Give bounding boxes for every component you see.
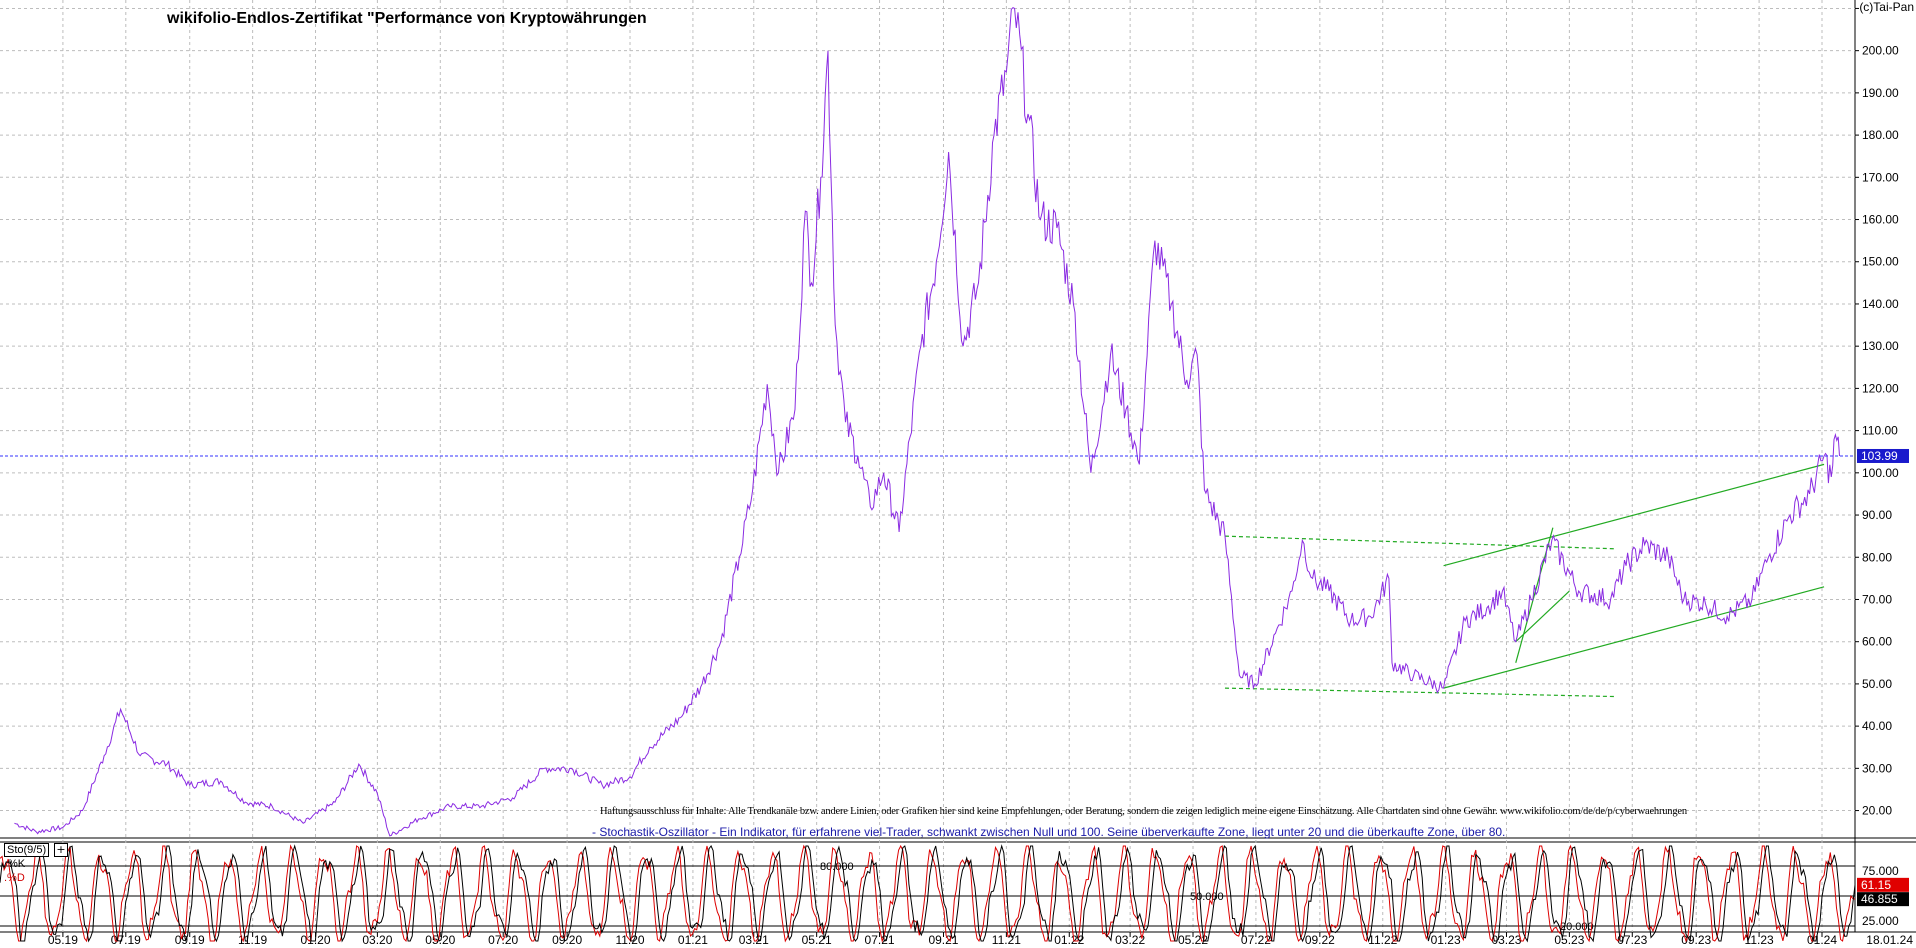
x-tick-label: 11.22	[1368, 933, 1397, 947]
last-price-label: 103.99	[1861, 449, 1898, 463]
x-tick-label: 03.23	[1491, 933, 1521, 947]
copyright-label: (c)Tai-Pan	[1859, 0, 1914, 14]
y-tick-label: 190.00	[1862, 86, 1899, 100]
y-tick-label: 200.00	[1862, 44, 1899, 58]
y-tick-label: 60.00	[1862, 635, 1892, 649]
y-tick-label: 80.00	[1862, 550, 1892, 564]
y-tick-label: 170.00	[1862, 170, 1899, 184]
y-tick-label: 100.00	[1862, 466, 1899, 480]
stochastic-level-label: 80.000	[820, 861, 854, 873]
last-price-line: 103.99	[0, 448, 1909, 463]
d-value-label: 46.855	[1861, 892, 1898, 906]
x-tick-label: 07.22	[1241, 933, 1271, 947]
y-tick-label: 70.00	[1862, 592, 1892, 606]
stochastic-y-tick-label: 25.000	[1862, 914, 1899, 928]
y-tick-label: 130.00	[1862, 339, 1899, 353]
y-tick-label: 20.00	[1862, 804, 1892, 818]
x-tick-label: 11.23	[1745, 933, 1774, 947]
x-tick-label: 03.22	[1115, 933, 1145, 947]
indicator-name-label[interactable]: Sto(9/5)	[4, 843, 50, 857]
trendline	[1443, 463, 1825, 567]
y-tick-label: 140.00	[1862, 297, 1899, 311]
x-tick-label: 01.21	[678, 933, 708, 947]
x-tick-label: 05.19	[48, 933, 78, 947]
trendline	[1443, 586, 1825, 689]
x-tick-label: 01.22	[1054, 933, 1084, 947]
trendline	[1515, 590, 1570, 643]
y-tick-label: 40.00	[1862, 719, 1892, 733]
y-tick-label: 90.00	[1862, 508, 1892, 522]
x-tick-label: 09.22	[1305, 933, 1335, 947]
d-line-label: .%D	[4, 872, 25, 884]
chart-title: wikifolio-Endlos-Zertifikat "Performance…	[167, 10, 647, 27]
x-axis: 05.19 07.19 09.19 11.19 01.20 03.20 05.20 07.20…	[48, 932, 1913, 947]
y-tick-label: 50.00	[1862, 677, 1892, 691]
x-tick-label: 07.21	[865, 933, 895, 947]
k-value-label: 61.15	[1861, 878, 1891, 892]
x-tick-label: 03.20	[362, 933, 392, 947]
k-value-box	[1857, 877, 1909, 892]
x-tick-label: 01.23	[1431, 933, 1461, 947]
k-line	[0, 844, 1856, 943]
y-tick-label: 180.00	[1862, 128, 1899, 142]
y-tick-label: 110.00	[1862, 424, 1898, 438]
price-line	[14, 6, 1840, 837]
add-indicator-button[interactable]: +	[54, 843, 68, 857]
x-tick-label: 09.19	[175, 933, 205, 947]
stochastic-level-label: 50.000	[1190, 891, 1224, 903]
x-tick-label: 05.21	[802, 933, 832, 947]
stochastic-description: - Stochastik-Oszillator - Ein Indikator,…	[592, 825, 1506, 839]
disclaimer-text: Haftungsausschluss für Inhalte: Alle Tre…	[600, 806, 1687, 817]
y-tick-label: 30.00	[1862, 761, 1892, 775]
d-line	[0, 844, 1856, 943]
y-tick-label: 160.00	[1862, 213, 1899, 227]
k-line-label: %K	[8, 858, 26, 870]
price-y-axis: 20.00 30.00 40.00 50.00 60.00 70.00 80.00 90.00…	[1855, 1, 1899, 818]
stochastic-y-tick-label: 75.000	[1862, 864, 1899, 878]
x-tick-label: 07.23	[1617, 933, 1647, 947]
x-tick-label: 11.21	[992, 933, 1021, 947]
trendline	[1224, 687, 1616, 698]
x-end-label: 18.01.24	[1866, 933, 1913, 947]
price-series	[14, 6, 1840, 837]
y-tick-label: 120.00	[1862, 381, 1899, 395]
x-tick-label: 09.20	[552, 933, 582, 947]
y-tick-label: 150.00	[1862, 255, 1899, 269]
d-value-box	[1857, 892, 1909, 907]
last-price-box	[1857, 448, 1909, 463]
x-tick-label: 09.23	[1681, 933, 1711, 947]
x-tick-label: 05.23	[1554, 933, 1584, 947]
x-tick-label: 11.19	[238, 933, 267, 947]
